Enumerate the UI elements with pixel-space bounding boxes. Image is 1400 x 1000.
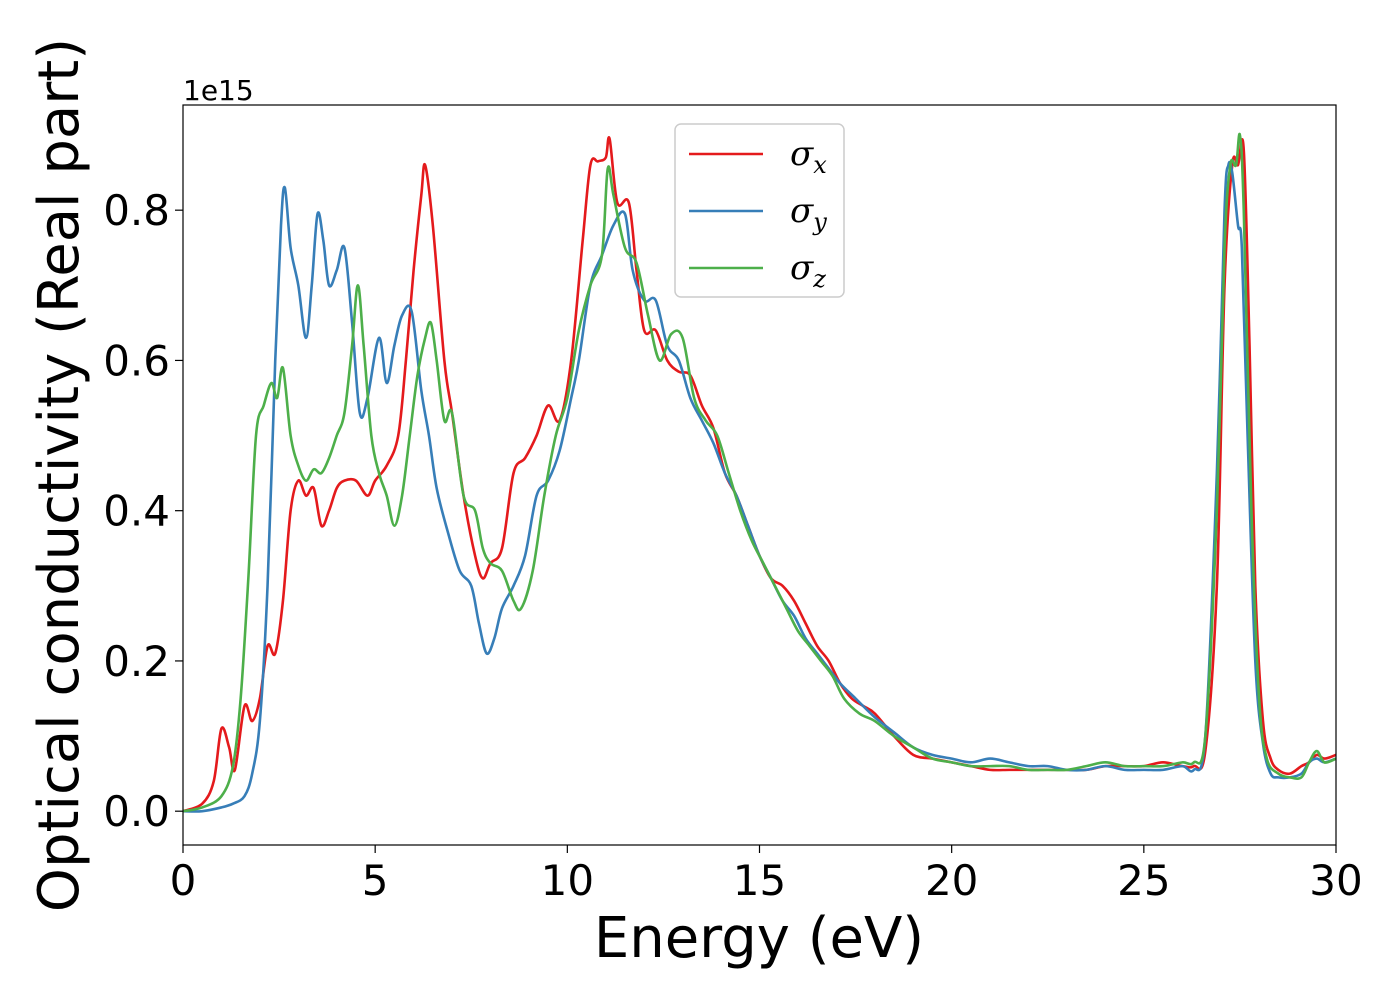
series-line-z [183, 132, 1336, 813]
legend-label-x: σx [790, 134, 827, 179]
y-tick-label: 0.6 [103, 336, 170, 385]
y-tick-label: 0.2 [103, 637, 170, 686]
series-layer [183, 132, 1336, 813]
x-axis: 0 5 10 15 20 25 30 [170, 845, 1363, 905]
legend: σx σy σz [674, 123, 845, 298]
x-tick-label: 0 [170, 856, 197, 905]
x-tick-label: 25 [1117, 856, 1170, 905]
y-tick-label: 0.0 [103, 787, 170, 836]
legend-label-z: σz [790, 248, 826, 293]
x-axis-label: Energy (eV) [594, 906, 924, 971]
x-tick-label: 5 [362, 856, 389, 905]
y-offset-label: 1e15 [183, 74, 254, 107]
y-tick-label: 0.8 [103, 186, 170, 235]
x-tick-label: 30 [1309, 856, 1362, 905]
x-tick-label: 20 [925, 856, 978, 905]
y-axis: 0.0 0.2 0.4 0.6 0.8 [103, 186, 183, 836]
series-line-x [183, 136, 1336, 813]
y-axis-label: Optical conductivity (Real part) [27, 38, 92, 912]
legend-label-y: σy [790, 191, 827, 236]
y-tick-label: 0.4 [103, 487, 170, 536]
x-tick-label: 15 [733, 856, 786, 905]
x-tick-label: 10 [541, 856, 594, 905]
